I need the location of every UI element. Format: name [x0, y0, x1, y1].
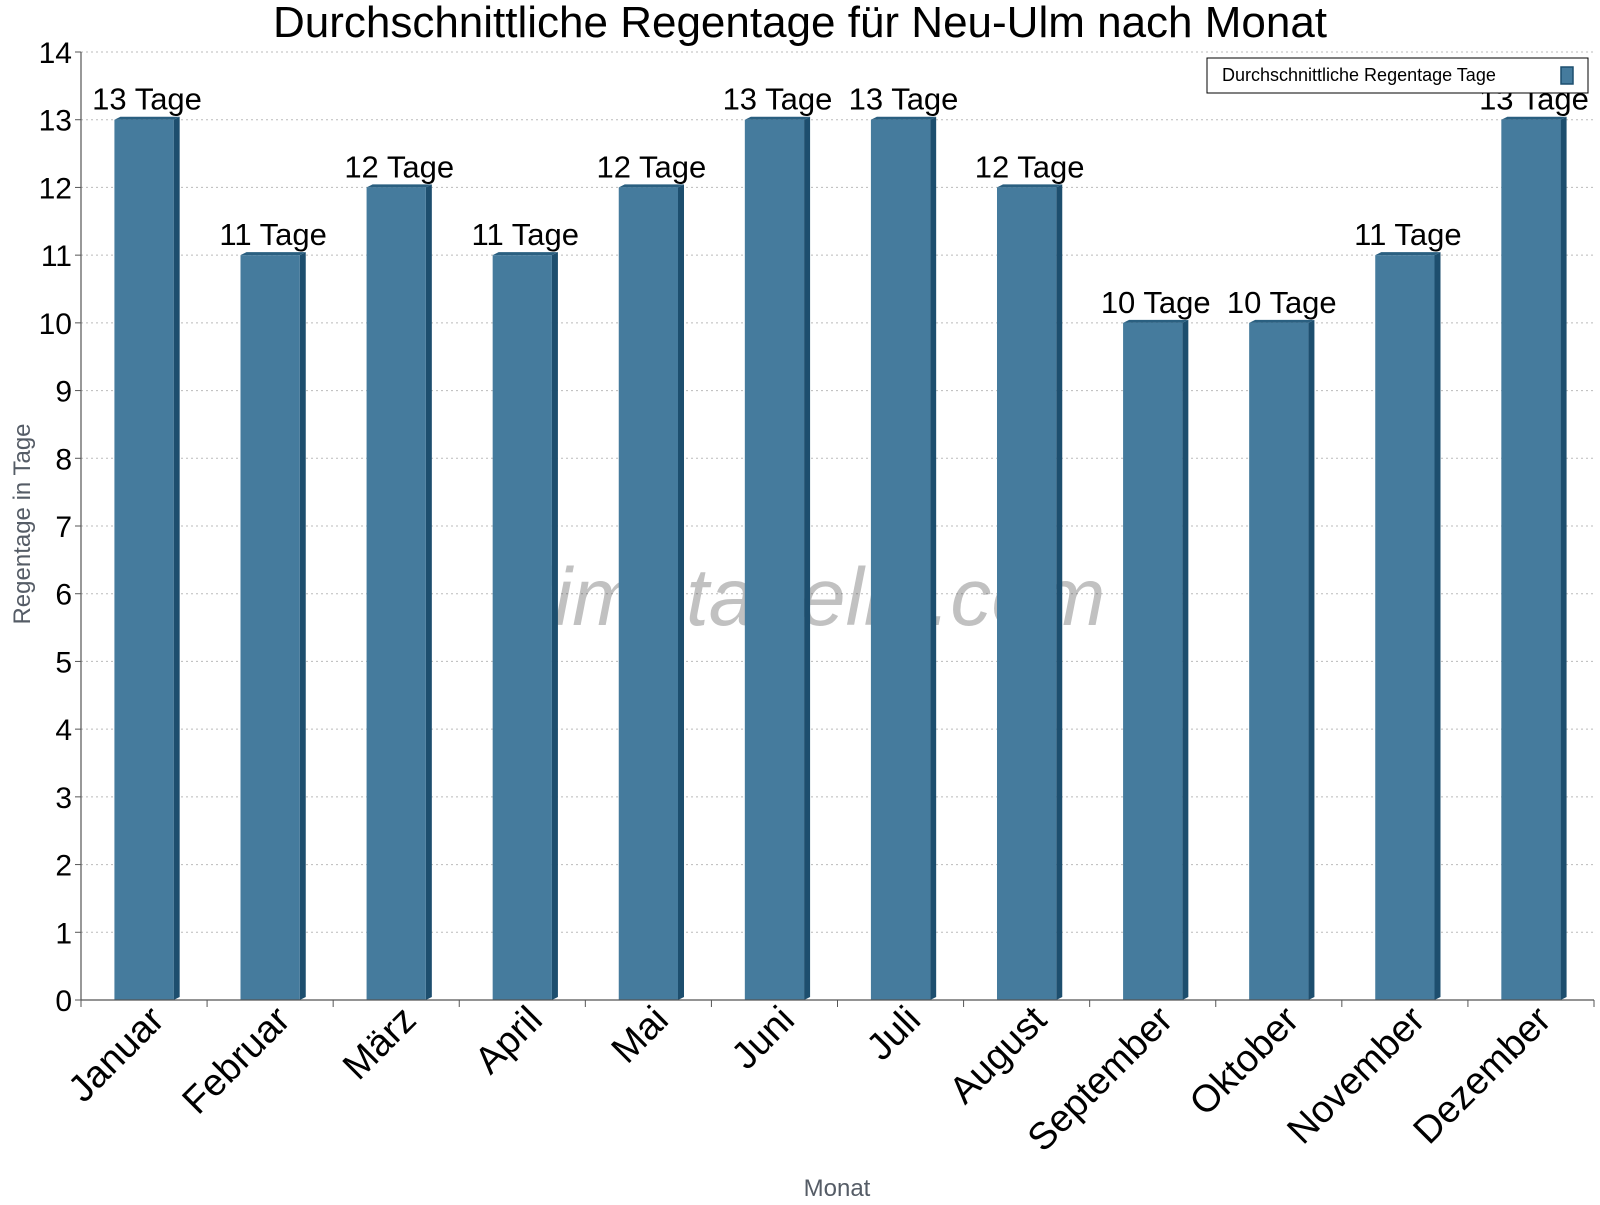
bar [240, 255, 300, 1001]
x-tick-label: Mai [604, 999, 677, 1072]
bar-august [996, 184, 1063, 1000]
bar-side [425, 184, 432, 1000]
bar-side [299, 252, 306, 1001]
bar [744, 119, 805, 1000]
bar [996, 187, 1057, 1000]
bar [870, 119, 931, 1000]
y-tick-label: 4 [55, 714, 72, 747]
data-label: 12 Tage [975, 149, 1085, 184]
bar-side [1434, 252, 1441, 1001]
data-label: 12 Tage [344, 149, 454, 184]
bar-side [173, 116, 180, 1000]
bar-top [1123, 319, 1189, 323]
bar-side [1560, 116, 1567, 1000]
bar [1249, 322, 1309, 1000]
x-tick-label: Oktober [1182, 998, 1308, 1124]
bar-top [744, 116, 811, 120]
y-tick-label: 8 [55, 443, 72, 476]
y-tick-label: 5 [55, 646, 72, 679]
x-tick-label: März [335, 999, 424, 1088]
y-tick-label: 2 [55, 850, 72, 883]
x-axis-title: Monat [804, 1175, 871, 1200]
bar-side [1308, 319, 1315, 1000]
bar [618, 187, 679, 1000]
bar-februar [240, 252, 306, 1001]
bar-top [618, 184, 685, 188]
y-tick-label: 10 [39, 308, 72, 341]
bar-side [551, 252, 558, 1001]
bar-november [1375, 252, 1441, 1001]
bar-side [678, 184, 685, 1000]
legend: Durchschnittliche Regentage Tage [1206, 57, 1589, 94]
x-tick-label: November [1280, 998, 1434, 1152]
legend-label: Durchschnittliche Regentage Tage [1222, 65, 1496, 85]
data-label: 11 Tage [219, 217, 326, 252]
bar-top [366, 184, 432, 188]
legend-box [1206, 57, 1589, 94]
bar-märz [366, 184, 432, 1000]
bar-juli [870, 116, 937, 1000]
y-tick-label: 0 [55, 985, 72, 1018]
bar-side [1056, 184, 1063, 1000]
x-tick-label: Dezember [1406, 998, 1560, 1152]
bar-juni [744, 116, 811, 1000]
bar-dezember [1501, 116, 1567, 1000]
chart-title: Durchschnittliche Regentage für Neu-Ulm … [273, 0, 1327, 47]
x-tick-label: April [467, 999, 550, 1082]
bar-september [1123, 319, 1189, 1000]
y-tick-label: 11 [41, 240, 72, 273]
data-label: 11 Tage [1354, 217, 1461, 252]
bar-side [930, 116, 937, 1000]
y-tick-label: 13 [39, 105, 72, 138]
bar [114, 119, 174, 1000]
bar [1501, 119, 1561, 1000]
bar-april [492, 252, 558, 1001]
y-tick-label: 1 [55, 917, 72, 950]
y-tick-label: 6 [55, 579, 72, 612]
bar-top [114, 116, 180, 120]
x-tick-label: Juli [859, 999, 929, 1069]
data-label: 13 Tage [92, 82, 202, 117]
bar-top [492, 252, 558, 256]
data-label: 13 Tage [849, 82, 959, 117]
bars [114, 116, 1567, 1001]
data-label: 10 Tage [1101, 285, 1211, 320]
bar-januar [114, 116, 180, 1000]
data-label: 12 Tage [596, 149, 706, 184]
bar-top [1375, 252, 1441, 256]
x-tick-label: August [942, 998, 1056, 1112]
data-label: 10 Tage [1227, 285, 1337, 320]
y-tick-label: 7 [55, 511, 72, 544]
y-tick-label: 14 [39, 37, 72, 70]
bar [366, 187, 426, 1000]
bar-top [240, 252, 306, 256]
data-label: 13 Tage [723, 82, 833, 117]
bar-top [870, 116, 937, 120]
y-tick-label: 9 [55, 376, 72, 409]
bar-top [1249, 319, 1315, 323]
data-labels: 13 Tage 11 Tage 12 Tage 11 Tage 12 Tage 13 Ta… [92, 82, 1589, 320]
data-label: 11 Tage [472, 217, 579, 252]
legend-swatch [1560, 66, 1574, 85]
x-tick-label: Januar [61, 998, 173, 1110]
x-axis-ticks: Januar Februar März April Mai Juni Juli AugustS… [61, 998, 1595, 1160]
bar-side [1182, 319, 1189, 1000]
bar-top [1501, 116, 1567, 120]
y-tick-label: 3 [55, 782, 72, 815]
y-tick-label: 12 [39, 172, 72, 205]
x-tick-label: Juni [724, 999, 803, 1078]
x-tick-label: Februar [175, 998, 299, 1122]
bar [1123, 322, 1183, 1000]
bar-side [804, 116, 811, 1000]
bar-oktober [1249, 319, 1315, 1000]
bar [492, 255, 552, 1001]
grid-lines [81, 51, 1594, 933]
bar-top [996, 184, 1063, 188]
y-axis-title: Regentage in Tage [9, 423, 36, 624]
bar [1375, 255, 1435, 1001]
bar-mai [618, 184, 685, 1000]
